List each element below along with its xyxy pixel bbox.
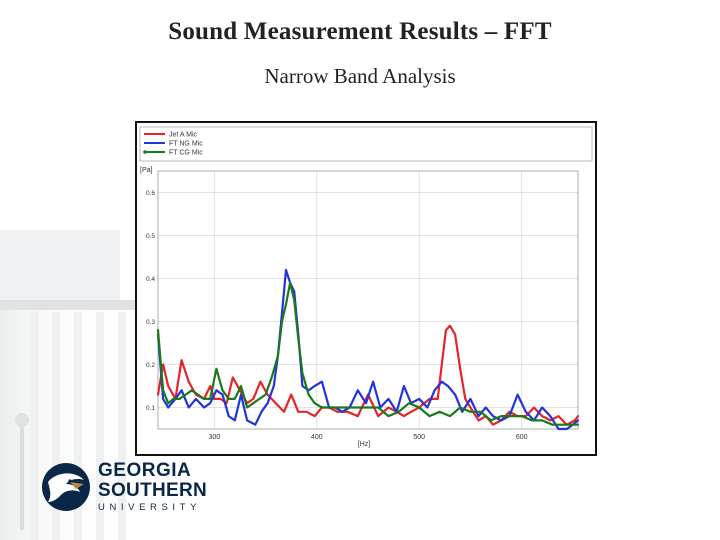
series-lines [156,268,580,431]
grid [158,171,578,429]
y-tick-label: 0.6 [146,190,155,197]
series-line-ft-ng-mic [156,268,580,431]
chart-frame: 300 400 500 600 0.1 0.2 0.3 0.4 0.5 0.6 Jet A Mic… [135,121,597,456]
x-tick-label: 500 [413,434,425,441]
y-axis-label: [Pa] [140,167,153,174]
logo-wordmark-georgia: GEORGIA [98,460,192,481]
legend-label: Jet A Mic [169,132,198,139]
logo-wordmark-southern: SOUTHERN [98,480,208,501]
university-logo: GEORGIA SOUTHERN UNIVERSITY [40,458,240,518]
x-tick-label: 600 [516,434,528,441]
logo-wordmark-university: UNIVERSITY [98,502,202,513]
y-tick-label: 0.3 [146,319,155,326]
legend-label: FT CG Mic [169,150,203,157]
fft-chart: 300 400 500 600 0.1 0.2 0.3 0.4 0.5 0.6 Jet A Mic… [137,123,595,454]
legend: Jet A Mic FT NG Mic FT CG Mic [139,126,593,162]
x-axis-label: [Hz] [358,441,371,448]
series-line-ft-cg-mic [156,281,580,426]
slide-subtitle: Narrow Band Analysis [264,64,456,88]
slide-title: Sound Measurement Results – FFT [168,18,552,45]
legend-label: FT NG Mic [169,141,203,148]
x-tick-label: 400 [311,434,323,441]
plot-area [157,170,579,430]
legend-marker [143,150,147,154]
y-tick-label: 0.5 [146,233,155,240]
x-tick-label: 300 [208,434,220,441]
y-tick-label: 0.2 [146,362,155,369]
legend-box [139,126,593,162]
eagle-head-icon [42,463,90,511]
y-tick-label: 0.4 [146,276,155,283]
axes: 300 400 500 600 0.1 0.2 0.3 0.4 0.5 0.6 [146,170,579,441]
y-tick-label: 0.1 [146,405,155,412]
chart-background [137,123,595,454]
